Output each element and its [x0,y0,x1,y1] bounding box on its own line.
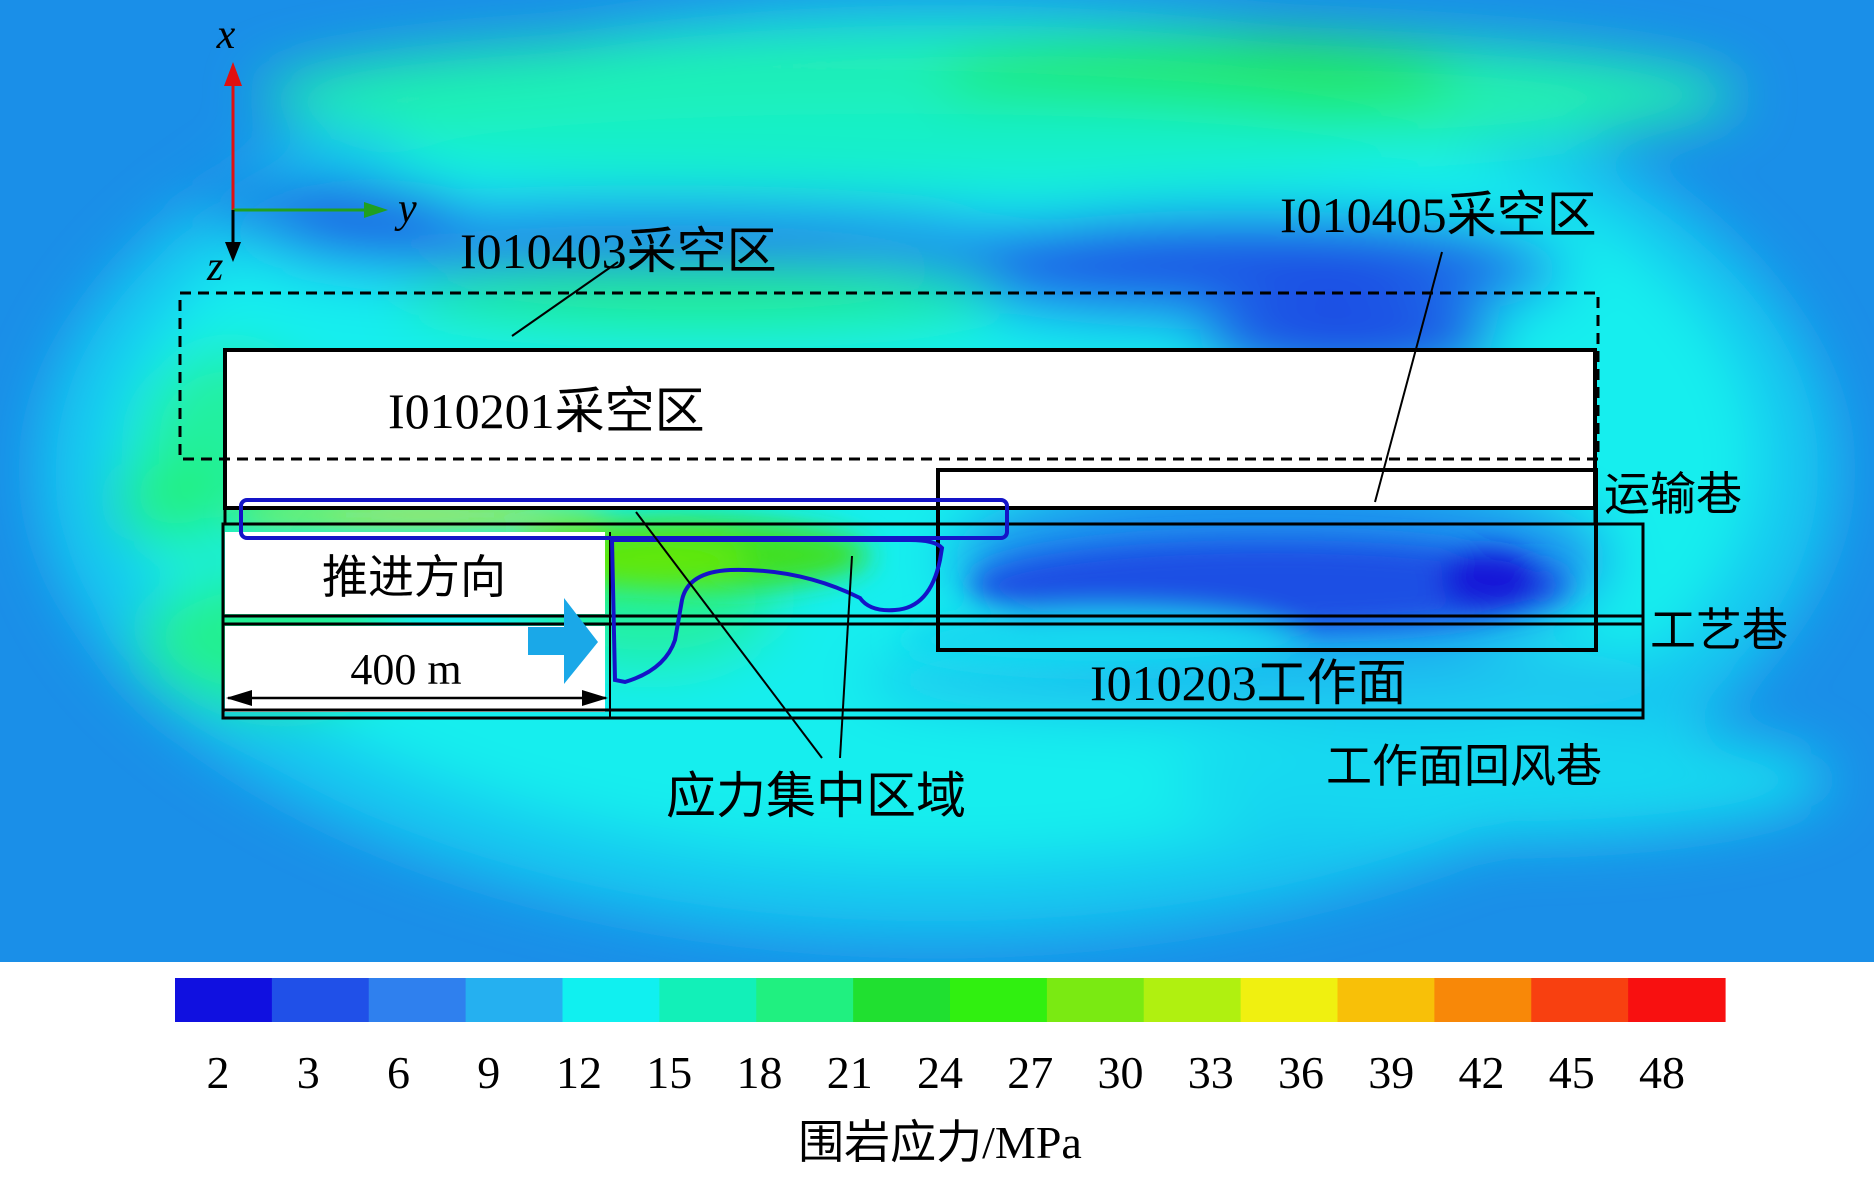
legend-tick-label: 9 [477,1047,500,1098]
legend-tick-label: 45 [1549,1047,1595,1098]
legend-tick-label: 36 [1278,1047,1324,1098]
legend-tick-label: 30 [1098,1047,1144,1098]
label-goaf-403: I010403采空区 [460,223,777,279]
legend-tick-label: 3 [297,1047,320,1098]
process-roadway-lines [223,614,1643,720]
legend-swatch [465,978,564,1022]
distance-dimension [226,690,608,706]
label-stress-zone: 应力集中区域 [666,768,966,824]
legend-tick-label: 21 [827,1047,873,1098]
advance-arrow [528,598,598,684]
legend-swatch [175,978,273,1022]
legend-tick-label: 33 [1188,1047,1234,1098]
label-working-face: I010203工作面 [1090,655,1407,711]
label-advance-direction: 推进方向 [322,552,506,603]
legend-swatch [659,978,757,1022]
legend-swatch [368,978,467,1022]
white-regions [225,350,1595,712]
axis-label-z: z [206,244,223,290]
legend-swatch [1628,978,1726,1022]
legend-swatch [853,978,951,1022]
legend-ticks: 2 3 6 9 12 15 18 21 24 27 30 33 36 39 42 45 48 [207,1047,1686,1098]
goaf-403-outline [178,291,1600,461]
legend-tick-label: 15 [646,1047,692,1098]
legend-tick-label: 27 [1007,1047,1053,1098]
label-distance: 400 m [350,645,461,694]
legend-tick-label: 18 [737,1047,783,1098]
axis-label-x: x [216,12,236,58]
leader-lines [511,251,1443,759]
legend-tick-label: 6 [387,1047,410,1098]
legend-tick-label: 42 [1459,1047,1505,1098]
axis-label-y: y [394,186,417,232]
legend-tick-label: 39 [1368,1047,1414,1098]
legend-tick-label: 12 [556,1047,602,1098]
legend-swatch [1337,978,1435,1022]
legend-color-bar [175,978,1726,1022]
label-goaf-201: I010201采空区 [388,383,705,439]
legend-swatch [562,978,660,1022]
legend-swatch [950,978,1048,1022]
legend-tick-label: 2 [207,1047,230,1098]
legend-swatch [756,978,854,1022]
legend-swatch [271,978,370,1022]
legend-tick-label: 24 [917,1047,963,1098]
legend-swatch [1046,978,1145,1022]
label-process-roadway: 工艺巷 [1650,605,1788,656]
legend-swatch [1240,978,1339,1022]
legend-swatch [1531,978,1629,1022]
legend-swatch [1143,978,1242,1022]
label-transport-roadway: 运输巷 [1604,469,1742,520]
legend-tick-label: 48 [1639,1047,1685,1098]
legend-title: 围岩应力/MPa [798,1117,1082,1168]
stress-zone-outline-lower [609,538,945,685]
label-goaf-405: I010405采空区 [1280,187,1597,243]
coordinate-axes [224,62,388,262]
label-return-roadway: 工作面回风巷 [1326,741,1602,792]
legend-swatch [1434,978,1532,1022]
